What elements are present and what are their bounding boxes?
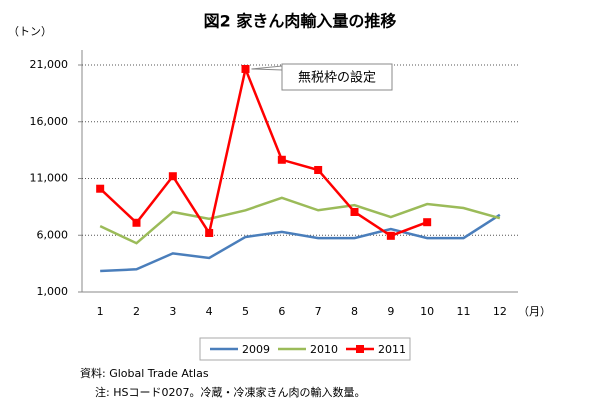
chart-title: 図2 家きん肉輸入量の推移 <box>204 12 397 31</box>
marker <box>168 172 177 181</box>
annotation: 無税枠の設定 <box>298 70 376 86</box>
marker <box>277 155 286 164</box>
x-tick-label: 12 <box>493 305 507 318</box>
marker <box>314 165 323 174</box>
legend-marker <box>356 345 364 353</box>
y-tick-label: 21,000 <box>30 58 69 71</box>
series-line <box>100 213 501 273</box>
marker <box>205 228 214 237</box>
marker <box>241 64 250 73</box>
x-tick-label: 11 <box>457 305 471 318</box>
marker <box>132 218 141 227</box>
x-tick-label: 8 <box>351 305 358 318</box>
x-tick-label: 9 <box>387 305 394 318</box>
annotation-box <box>281 63 393 91</box>
marker <box>423 218 432 227</box>
x-tick-label: 7 <box>315 305 322 318</box>
annotation-callout <box>251 65 283 71</box>
x-tick-label: 3 <box>169 305 176 318</box>
marker <box>96 184 105 193</box>
y-tick-label: 16,000 <box>30 115 69 128</box>
note: 注: HSコード0207。冷蔵・冷凍家きん肉の輸入数量。 <box>95 385 365 399</box>
x-tick-label: 10 <box>420 305 434 318</box>
marker <box>386 231 395 240</box>
x-tick-label: 5 <box>242 305 249 318</box>
marker <box>350 207 359 216</box>
series-line <box>99 196 501 245</box>
x-tick-label: 1 <box>97 305 104 318</box>
y-axis-label: （トン） <box>8 25 52 38</box>
legend-label: 2010 <box>310 343 338 356</box>
note: 資料: Global Trade Atlas <box>80 366 209 380</box>
legend-label: 2009 <box>242 343 270 356</box>
y-tick-label: 11,000 <box>30 172 69 185</box>
series-line <box>99 64 428 238</box>
x-tick-label: 6 <box>278 305 285 318</box>
x-axis-label: （月） <box>518 305 551 318</box>
legend-label: 2011 <box>378 343 406 356</box>
x-tick-label: 4 <box>206 305 213 318</box>
y-tick-label: 6,000 <box>37 228 69 241</box>
y-tick-label: 1,000 <box>37 285 69 298</box>
x-tick-label: 2 <box>133 305 140 318</box>
